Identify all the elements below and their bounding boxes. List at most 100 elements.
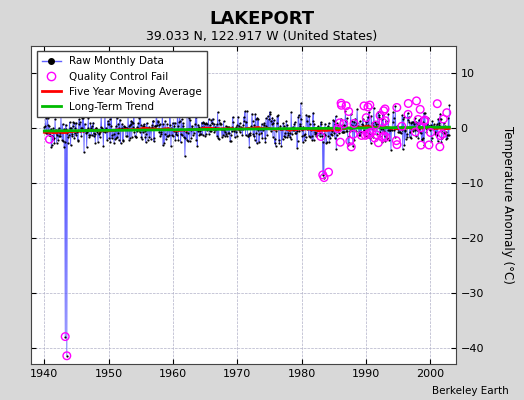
Point <box>285 132 293 138</box>
Point <box>412 119 421 126</box>
Point <box>222 123 230 129</box>
Point <box>243 124 251 131</box>
Point <box>413 127 421 133</box>
Point <box>427 122 435 128</box>
Point <box>118 137 127 144</box>
Point <box>308 132 316 139</box>
Point <box>65 131 73 138</box>
Point <box>231 126 239 132</box>
Point <box>267 128 275 134</box>
Point <box>93 127 101 134</box>
Point <box>213 133 221 139</box>
Point <box>405 114 413 120</box>
Point <box>197 131 205 138</box>
Point <box>374 121 382 127</box>
Point <box>437 139 445 146</box>
Point <box>180 127 189 133</box>
Point <box>101 107 109 113</box>
Point <box>431 130 440 137</box>
Point <box>410 121 418 127</box>
Point <box>125 137 133 143</box>
Text: LAKEPORT: LAKEPORT <box>210 10 314 28</box>
Point <box>257 121 266 127</box>
Point <box>223 124 232 130</box>
Point <box>213 109 222 115</box>
Point <box>271 142 280 149</box>
Point <box>105 135 113 141</box>
Point <box>52 127 60 134</box>
Point <box>369 134 377 140</box>
Point <box>378 134 387 141</box>
Text: 39.033 N, 122.917 W (United States): 39.033 N, 122.917 W (United States) <box>146 30 378 43</box>
Point <box>49 136 57 142</box>
Point <box>204 125 212 132</box>
Point <box>263 123 271 129</box>
Point <box>70 134 79 141</box>
Point <box>113 134 122 140</box>
Point <box>234 127 243 133</box>
Point <box>178 132 187 139</box>
Point <box>277 142 286 149</box>
Point <box>114 130 122 136</box>
Point <box>342 128 351 134</box>
Point <box>287 109 296 116</box>
Point <box>129 124 137 130</box>
Point <box>439 124 447 130</box>
Point <box>319 139 328 145</box>
Point <box>92 125 100 131</box>
Point <box>334 127 342 133</box>
Point <box>319 172 327 178</box>
Point <box>294 114 302 120</box>
Point <box>300 137 309 144</box>
Point <box>88 123 96 130</box>
Point <box>380 128 388 134</box>
Point <box>235 123 243 129</box>
Point <box>357 124 365 130</box>
Point <box>267 118 276 124</box>
Point <box>440 130 448 136</box>
Point <box>275 140 283 146</box>
Point <box>149 118 157 124</box>
Point <box>117 125 126 131</box>
Point <box>423 121 431 127</box>
Point <box>71 125 80 131</box>
Point <box>184 125 193 132</box>
Point <box>230 127 238 134</box>
Point <box>144 125 152 132</box>
Point <box>368 125 376 132</box>
Point <box>387 125 396 131</box>
Point <box>139 121 148 127</box>
Point <box>245 143 254 150</box>
Point <box>352 128 361 135</box>
Point <box>94 139 102 145</box>
Point <box>104 121 112 127</box>
Point <box>153 122 161 128</box>
Point <box>356 118 364 124</box>
Point <box>420 118 429 124</box>
Point <box>103 118 112 124</box>
Point <box>78 115 86 121</box>
Point <box>410 127 419 134</box>
Point <box>237 126 245 132</box>
Point <box>340 128 348 135</box>
Point <box>386 126 394 133</box>
Point <box>414 117 423 123</box>
Point <box>357 129 366 135</box>
Point <box>371 119 379 125</box>
Point <box>278 136 287 143</box>
Point <box>406 129 414 135</box>
Point <box>240 114 248 120</box>
Point <box>329 117 337 123</box>
Point <box>376 129 384 135</box>
Point <box>290 120 299 127</box>
Point <box>138 136 146 142</box>
Point <box>392 138 400 144</box>
Point <box>359 116 367 123</box>
Point <box>179 120 188 126</box>
Point <box>311 129 320 136</box>
Point <box>127 118 135 124</box>
Point <box>324 132 332 139</box>
Point <box>321 120 329 127</box>
Point <box>323 123 332 129</box>
Legend: Raw Monthly Data, Quality Control Fail, Five Year Moving Average, Long-Term Tren: Raw Monthly Data, Quality Control Fail, … <box>37 51 207 117</box>
